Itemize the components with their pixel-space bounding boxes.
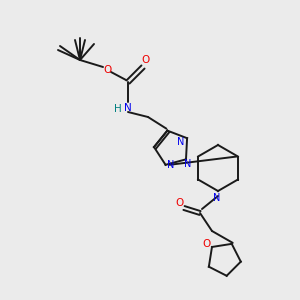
- Text: O: O: [142, 55, 150, 65]
- Text: O: O: [175, 198, 183, 208]
- Text: N: N: [213, 193, 221, 203]
- Text: O: O: [203, 239, 211, 249]
- Text: O: O: [103, 65, 111, 75]
- Text: H: H: [114, 104, 122, 114]
- Text: N: N: [184, 159, 192, 169]
- Text: N: N: [177, 137, 185, 147]
- Text: N: N: [124, 103, 132, 113]
- Text: N: N: [167, 160, 174, 170]
